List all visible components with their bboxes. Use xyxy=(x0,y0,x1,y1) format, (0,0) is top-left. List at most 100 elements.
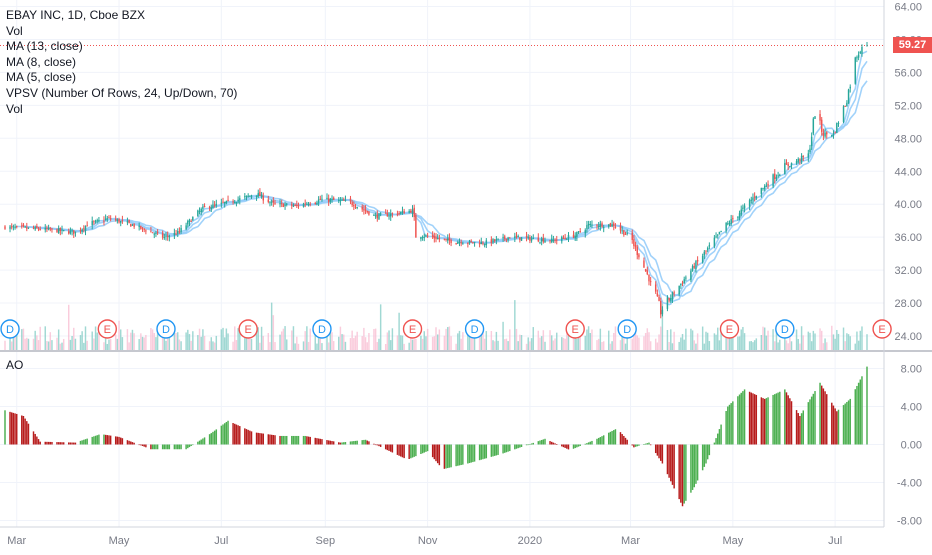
candle-body xyxy=(661,309,664,315)
volume-bar xyxy=(447,327,449,350)
ao-bar xyxy=(187,444,189,449)
volume-bar xyxy=(856,331,858,350)
volume-bar xyxy=(46,341,48,350)
ao-bar xyxy=(141,444,144,446)
candle-body xyxy=(56,229,58,233)
ao-bar xyxy=(455,444,457,467)
ao-bar xyxy=(562,444,565,448)
volume-bar xyxy=(131,329,134,350)
volume-bar xyxy=(844,341,846,350)
legend-study-vol-2[interactable]: Vol xyxy=(6,101,23,116)
volume-bar xyxy=(649,341,652,350)
candle-body xyxy=(126,221,129,223)
ao-bar xyxy=(47,441,50,445)
ao-bar xyxy=(643,444,645,445)
price-tick-label: 24.00 xyxy=(894,331,922,343)
volume-bar xyxy=(96,332,98,350)
candle-body xyxy=(379,213,382,215)
volume-bar xyxy=(445,328,447,350)
candle-body xyxy=(51,228,53,230)
candle-body xyxy=(614,226,617,228)
legend-study-ma5[interactable]: MA (5, close) xyxy=(6,70,77,85)
legend-study-vpsv[interactable]: VPSV (Number Of Rows, 24, Up/Down, 70) xyxy=(6,85,238,100)
candle-body xyxy=(354,206,357,208)
ao-bar xyxy=(341,442,343,445)
ao-bar xyxy=(671,444,674,485)
ao-pane-label[interactable]: AO xyxy=(6,358,24,372)
legend-study-ma8[interactable]: MA (8, close) xyxy=(6,54,77,69)
candle-body xyxy=(576,232,578,238)
candle-body xyxy=(504,236,506,239)
candle-body xyxy=(599,223,602,228)
candle-body xyxy=(332,197,335,200)
ao-bar xyxy=(720,424,722,445)
volume-bar xyxy=(718,340,721,350)
volume-bar xyxy=(150,327,152,350)
volume-bars xyxy=(4,300,868,350)
ao-bar xyxy=(695,444,697,484)
ao-bar xyxy=(530,443,533,445)
candle-body xyxy=(649,281,652,283)
candle-body xyxy=(133,224,135,227)
candle-body xyxy=(785,162,788,165)
ao-bar xyxy=(760,397,763,445)
candle-body xyxy=(187,221,189,225)
dividend-marker[interactable]: D xyxy=(156,319,176,339)
ao-bar xyxy=(614,429,617,445)
ao-bar xyxy=(213,430,216,445)
volume-bar xyxy=(790,341,793,350)
earnings-marker[interactable]: E xyxy=(565,319,585,339)
volume-bar xyxy=(572,334,575,350)
candle-body xyxy=(433,236,436,239)
dividend-marker[interactable]: D xyxy=(464,319,485,339)
ao-bar xyxy=(408,444,410,459)
volume-bar xyxy=(470,333,472,350)
candle-body xyxy=(421,237,424,239)
candle-body xyxy=(574,235,576,239)
candle-body xyxy=(249,195,251,197)
dividend-marker[interactable]: D xyxy=(0,319,20,339)
earnings-marker[interactable]: E xyxy=(402,319,423,339)
earnings-marker[interactable]: E xyxy=(872,319,892,339)
ao-bar xyxy=(438,444,441,466)
candle-body xyxy=(319,198,322,200)
legend-study-ma13[interactable]: MA (13, close) xyxy=(6,39,83,54)
candle-body xyxy=(457,242,459,244)
candle-body xyxy=(403,211,405,214)
candle-body xyxy=(844,105,846,107)
earnings-marker[interactable]: E xyxy=(238,319,258,339)
ao-bar xyxy=(554,443,556,445)
volume-bar xyxy=(153,332,155,350)
volume-bar xyxy=(51,340,53,350)
volume-bar xyxy=(341,334,343,350)
earnings-marker[interactable]: E xyxy=(719,319,740,339)
volume-bar xyxy=(79,335,82,350)
ao-bar xyxy=(225,421,228,445)
volume-bar xyxy=(384,343,387,350)
dividend-marker[interactable]: D xyxy=(775,319,795,339)
volume-bar xyxy=(10,341,13,350)
candle-body xyxy=(836,123,838,134)
candle-body xyxy=(774,173,776,180)
ao-bar xyxy=(705,444,707,464)
volume-bar xyxy=(223,337,226,350)
candle-body xyxy=(21,225,23,227)
candle-body xyxy=(368,211,370,215)
ao-bar xyxy=(800,413,803,445)
candle-body xyxy=(71,230,73,232)
candle-body xyxy=(130,224,132,227)
volume-bar xyxy=(671,343,674,350)
ao-bar xyxy=(133,442,135,445)
legend-symbol[interactable]: EBAY INC, 1D, Cboe BZX xyxy=(6,8,145,22)
earnings-marker[interactable]: E xyxy=(97,319,117,339)
ao-bar xyxy=(433,444,436,460)
dividend-marker[interactable]: D xyxy=(617,319,637,339)
ao-bar xyxy=(26,421,28,445)
legend-study-vol[interactable]: Vol xyxy=(6,23,23,38)
volume-bar xyxy=(292,326,295,350)
ao-bar xyxy=(57,442,60,445)
dividend-marker[interactable]: D xyxy=(312,319,332,339)
